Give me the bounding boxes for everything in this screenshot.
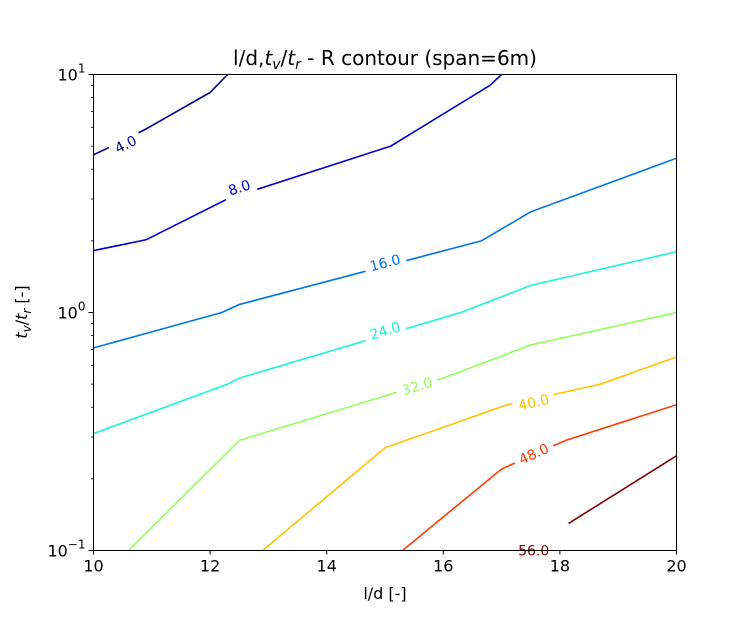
contour-line-4 <box>127 311 677 551</box>
y-tick-label: 100 <box>58 300 86 323</box>
x-tick-label: 14 <box>317 557 337 576</box>
plot-frame <box>93 74 677 551</box>
contour-label-text: 56.0 <box>518 544 549 560</box>
contour-label-text: 40.0 <box>517 392 551 414</box>
contour-line-1 <box>93 74 503 252</box>
contour-label-text: 16.0 <box>368 252 402 275</box>
contour-line-2 <box>93 157 677 349</box>
y-tick-label: 10−1 <box>47 538 85 561</box>
contour-label-1: 8.0 <box>220 173 258 202</box>
x-tick-label: 18 <box>550 557 570 576</box>
x-tick-label: 10 <box>83 557 103 576</box>
contour-line-7 <box>568 455 677 525</box>
contour-lines <box>93 74 677 551</box>
x-axis-label: l/d [-] <box>363 584 406 603</box>
contour-line-0 <box>93 74 229 156</box>
x-tick-label: 16 <box>433 557 453 576</box>
y-tick-label: 101 <box>58 62 86 85</box>
y-axis-ticks: 10−1 100 101 <box>47 62 94 561</box>
x-tick-label: 12 <box>200 557 220 576</box>
y-axis-label: tv/tr [-] <box>12 285 34 338</box>
contour-line-5 <box>262 356 677 551</box>
contour-line-3 <box>93 250 677 435</box>
chart-title: l/d,tv/tr - R contour (span=6m) <box>233 46 537 73</box>
x-axis-ticks: 10 12 14 16 18 20 <box>83 550 687 576</box>
plot-area: 4.08.016.024.032.040.048.056.0 <box>93 74 677 560</box>
contour-label-2: 16.0 <box>362 248 408 277</box>
contour-label-5: 40.0 <box>511 388 557 416</box>
contour-label-text: 8.0 <box>227 177 253 199</box>
x-tick-label: 20 <box>666 557 686 576</box>
